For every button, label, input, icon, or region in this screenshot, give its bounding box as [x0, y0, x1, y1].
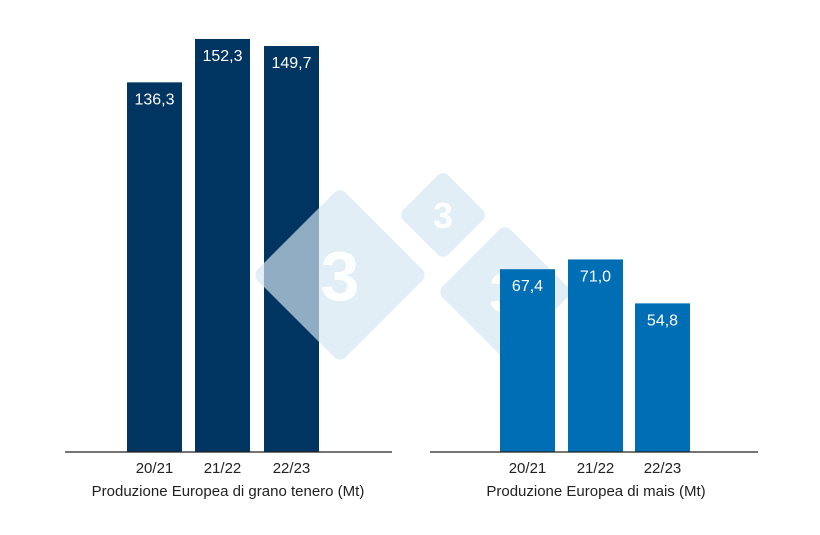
x-tick-label: 22/23: [644, 460, 682, 477]
data-label: 67,4: [512, 278, 543, 295]
watermark-diamond: [401, 173, 485, 257]
x-tick-label: 20/21: [136, 460, 174, 477]
data-label: 152,3: [202, 48, 242, 65]
bar: [195, 38, 250, 452]
data-label: 136,3: [134, 91, 174, 108]
x-tick-label: 22/23: [273, 460, 311, 477]
watermark-text: 3: [433, 195, 453, 236]
bar: [568, 259, 623, 452]
data-label: 149,7: [271, 55, 311, 72]
x-axis-label: Produzione Europea di grano tenero (Mt): [92, 483, 365, 500]
bar: [500, 269, 555, 452]
x-tick-label: 21/22: [204, 460, 242, 477]
bar: [635, 303, 690, 452]
x-axis-label: Produzione Europea di mais (Mt): [486, 483, 705, 500]
bar: [127, 82, 182, 452]
watermark-text: 3: [321, 237, 360, 315]
data-label: 54,8: [647, 312, 678, 329]
data-label: 71,0: [580, 268, 611, 285]
watermark-diamond: [255, 190, 425, 360]
x-tick-label: 20/21: [509, 460, 547, 477]
x-tick-label: 21/22: [577, 460, 615, 477]
